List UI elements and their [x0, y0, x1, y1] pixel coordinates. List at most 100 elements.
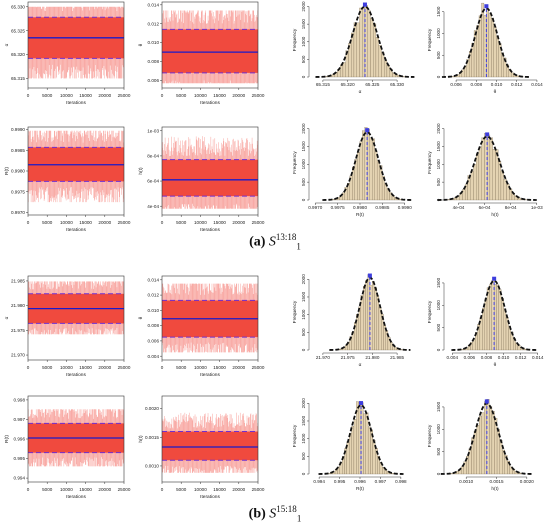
x-tick-label: 0.008 [471, 82, 483, 87]
x-axis-title: α [359, 90, 362, 95]
histogram-bar [378, 306, 382, 351]
x-tick-label: 0.995 [334, 479, 346, 484]
x-axis-title: Iterations [66, 372, 86, 378]
x-tick-label: 15000 [79, 365, 92, 370]
y-tick-label: 0.994 [14, 476, 26, 481]
x-tick-label: 0.998 [395, 479, 407, 484]
x-tick-label: 20000 [232, 93, 245, 98]
x-tick-label: 10000 [194, 365, 207, 370]
histogram-bar [362, 130, 365, 201]
y-tick-label: 1500 [436, 6, 441, 17]
y-tick-label: 1500 [301, 415, 306, 426]
y-tick-label: 0.996 [14, 437, 26, 442]
y-tick-label: 0.014 [148, 277, 160, 282]
x-tick-label: 15000 [213, 93, 226, 98]
x-tick-label: 25000 [252, 220, 265, 225]
histogram-bar [461, 466, 464, 475]
x-tick-label: 0.008 [481, 355, 493, 360]
x-tick-label: 21.980 [365, 355, 379, 360]
y-tick-label: 0.9980 [11, 169, 25, 174]
y-axis-title: h(t) [138, 167, 144, 175]
density-curve [451, 279, 537, 351]
histogram-bar [489, 406, 493, 475]
posterior-mean-marker [485, 132, 490, 137]
y-tick-label: 0.9990 [11, 127, 25, 132]
x-tick-label: 0 [27, 487, 30, 492]
x-tick-label: 0.012 [515, 355, 527, 360]
x-tick-label: 10000 [194, 93, 207, 98]
y-axis-title: α [5, 316, 10, 319]
histogram-bar [476, 153, 480, 201]
y-tick-label: 500 [301, 178, 306, 186]
histogram-bar [342, 62, 346, 78]
chart-panel-a-trace: 0 5000 10000 15000 20000 25000 0.9970 0.9975 0.9… [4, 126, 131, 233]
histogram-bar [367, 426, 371, 475]
x-tick-label: 10000 [194, 487, 207, 492]
y-tick-label: 21.975 [11, 328, 25, 333]
posterior-mean-marker [484, 4, 489, 9]
x-tick-label: 25000 [118, 220, 131, 225]
histogram-bar [357, 151, 360, 201]
x-tick-label: 20000 [232, 365, 245, 370]
histogram-bar [503, 179, 507, 201]
x-tick-label: 1e-03 [531, 205, 543, 210]
y-tick-label: 1000 [301, 36, 306, 47]
x-tick-label: 25000 [118, 487, 131, 492]
x-tick-label: 0.010 [491, 82, 503, 87]
y-axis-title: h(t) [138, 435, 144, 443]
histogram-bar [365, 412, 369, 475]
x-tick-label: 65.320 [341, 82, 355, 87]
y-tick-label: 0.008 [148, 323, 160, 328]
histogram-bar [376, 160, 380, 201]
histogram-bar [354, 159, 358, 201]
y-tick-label: 0 [301, 198, 306, 201]
y-axis-title: Frequency [427, 424, 433, 447]
chart-panel-a-histogram: 65.315 65.320 65.325 65.330 0 500 1000 1500 2000… [292, 1, 415, 95]
y-tick-label: 1500 [301, 19, 306, 30]
posterior-mean-marker [367, 273, 372, 278]
x-tick-label: 25000 [252, 365, 265, 370]
y-axis-title: Frequency [427, 28, 433, 51]
chart-panel-a-trace: 0 5000 10000 15000 20000 25000 4e-04 6e-04 8e-04… [138, 126, 265, 233]
density-curve [322, 131, 412, 201]
y-tick-label: 0.995 [14, 456, 26, 461]
y-tick-label: 0.9970 [11, 210, 25, 215]
caption-a: (a) S13:181 [0, 232, 550, 251]
histogram-bar [356, 22, 360, 78]
x-tick-label: 5000 [42, 220, 53, 225]
y-tick-label: 1000 [301, 159, 306, 170]
histogram-bar [359, 141, 363, 201]
y-tick-label: 21.980 [11, 303, 25, 308]
y-axis-title: Frequency [427, 151, 433, 174]
histogram-bar [509, 188, 513, 201]
x-tick-label: 0 [161, 487, 164, 492]
x-tick-label: 0.9990 [398, 205, 412, 210]
y-tick-label: 500 [301, 55, 306, 63]
x-tick-label: 15000 [213, 487, 226, 492]
caption-a-subscript: 1 [296, 241, 301, 252]
histogram-bar [344, 345, 348, 351]
y-tick-label: 0 [436, 472, 441, 475]
chart-panel-b-trace: 0 5000 10000 15000 20000 25000 0.994 0.995 0.996… [4, 395, 131, 500]
histogram-bar [373, 23, 377, 78]
y-tick-label: 21.985 [11, 279, 25, 284]
x-tick-label: 15000 [79, 487, 92, 492]
chart-panel-a-histogram: 0.9970 0.9975 0.9980 0.9985 0.9990 0 500 1000 15… [292, 123, 412, 218]
y-tick-label: 2000 [301, 274, 306, 285]
x-tick-label: 21.975 [341, 355, 355, 360]
y-tick-label: 1000 [436, 300, 441, 311]
x-tick-label: 15000 [79, 220, 92, 225]
y-tick-label: 0 [301, 75, 306, 78]
x-tick-label: 0.0015 [489, 479, 503, 484]
trace-core [162, 159, 258, 197]
density-curve [318, 404, 404, 475]
histogram-bar [489, 284, 492, 351]
x-tick-label: 10000 [60, 365, 73, 370]
x-tick-label: 4e-04 [453, 205, 465, 210]
x-tick-label: 0 [161, 93, 164, 98]
histogram-bar [501, 298, 504, 351]
x-tick-label: 65.330 [390, 82, 404, 87]
x-tick-label: 5000 [42, 365, 53, 370]
histogram-bar [369, 137, 373, 201]
x-tick-label: 0.994 [313, 479, 325, 484]
